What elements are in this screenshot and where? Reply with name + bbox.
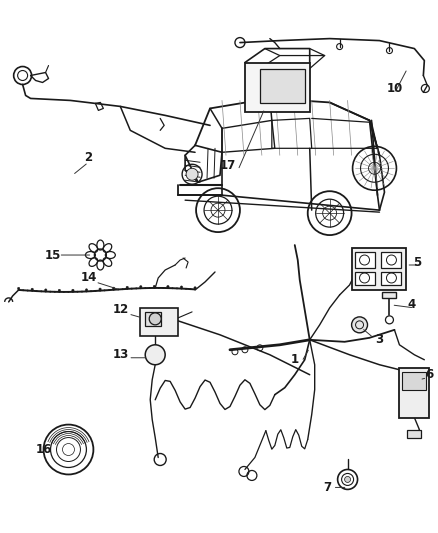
Text: 2: 2 [85, 151, 92, 164]
Bar [381, 272, 401, 285]
Circle shape [153, 285, 155, 288]
Circle shape [186, 168, 198, 180]
Bar [355, 272, 374, 285]
Bar [403, 372, 426, 390]
Circle shape [167, 285, 169, 288]
Text: 14: 14 [80, 271, 97, 285]
Text: 1: 1 [291, 353, 299, 366]
Circle shape [140, 286, 142, 288]
Bar [382, 292, 396, 298]
Bar [352, 248, 406, 290]
Text: 3: 3 [375, 333, 384, 346]
Circle shape [352, 317, 367, 333]
Text: 4: 4 [407, 298, 416, 311]
Circle shape [126, 286, 128, 288]
Bar [140, 308, 178, 336]
Text: 12: 12 [112, 303, 128, 317]
Circle shape [58, 289, 60, 292]
Circle shape [72, 289, 74, 292]
Bar [355, 252, 374, 268]
Circle shape [99, 288, 101, 290]
Text: 13: 13 [112, 348, 128, 361]
Text: 16: 16 [35, 443, 52, 456]
Circle shape [113, 287, 115, 289]
Bar [145, 312, 161, 326]
Circle shape [194, 287, 196, 289]
Bar [399, 368, 429, 417]
Circle shape [149, 313, 161, 325]
Text: 5: 5 [413, 255, 421, 269]
Bar [381, 252, 401, 268]
Text: 10: 10 [386, 82, 403, 95]
Circle shape [18, 287, 20, 289]
Circle shape [45, 289, 47, 291]
Circle shape [31, 288, 33, 290]
Bar [407, 430, 421, 438]
Circle shape [345, 477, 350, 482]
Circle shape [85, 289, 88, 291]
Circle shape [180, 286, 183, 288]
Text: 17: 17 [220, 159, 236, 172]
Text: 15: 15 [44, 248, 61, 262]
Text: 6: 6 [425, 368, 434, 381]
Circle shape [145, 345, 165, 365]
Bar [260, 69, 305, 103]
Bar [245, 62, 310, 112]
Text: 7: 7 [324, 481, 332, 494]
